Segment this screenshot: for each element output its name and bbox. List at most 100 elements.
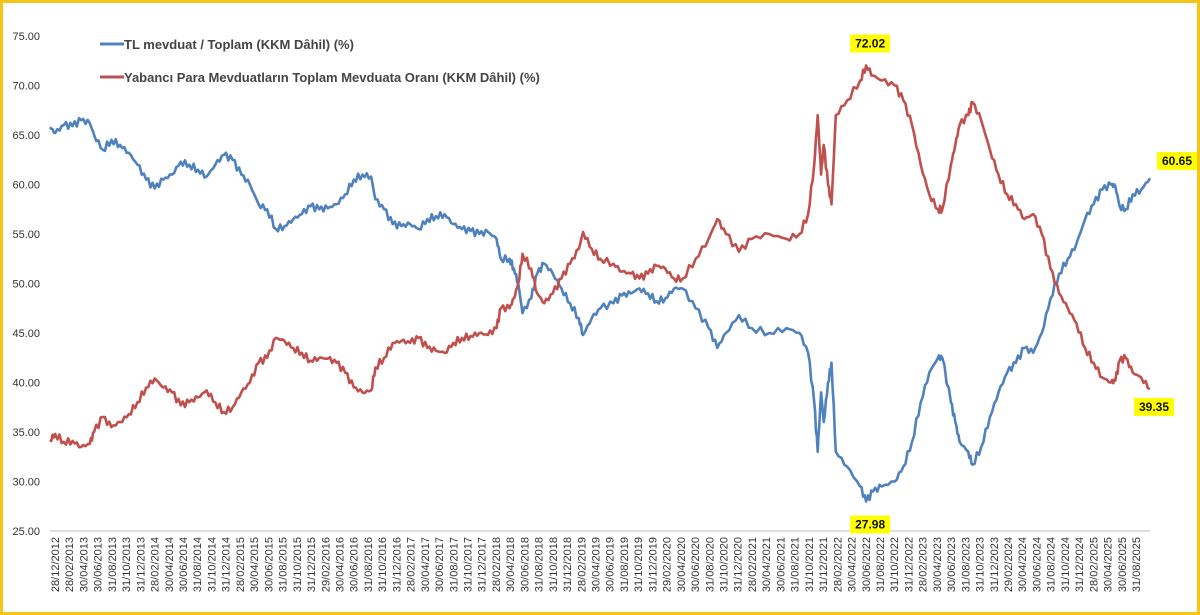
x-tick-label: 31/12/2019 (647, 537, 659, 592)
x-tick-label: 28/02/2021 (747, 537, 759, 592)
x-tick-label: 31/08/2025 (1131, 537, 1143, 592)
callout-box (1134, 397, 1174, 416)
x-tick-label: 30/06/2020 (690, 537, 702, 592)
x-tick-label: 31/10/2019 (633, 537, 645, 592)
y-tick-label: 55.00 (12, 229, 40, 241)
legend-label-tl: TL mevduat / Toplam (KKM Dâhil) (%) (124, 37, 354, 52)
x-tick-label: 31/10/2023 (975, 537, 987, 592)
callout-label: 39.35 (1139, 400, 1169, 414)
x-tick-label: 30/04/2022 (847, 537, 859, 592)
x-tick-label: 31/10/2018 (548, 537, 560, 592)
callout-label: 60.65 (1162, 154, 1192, 168)
x-tick-label: 31/12/2024 (1074, 537, 1086, 592)
x-tick-label: 31/12/2020 (733, 537, 745, 592)
callout-box (850, 34, 891, 53)
y-tick-label: 70.00 (12, 81, 40, 93)
y-tick-label: 65.00 (12, 130, 40, 142)
x-tick-label: 31/08/2021 (790, 537, 802, 592)
x-tick-label: 31/12/2013 (135, 537, 147, 592)
x-tick-label: 28/12/2012 (50, 537, 62, 592)
x-tick-label: 31/10/2024 (1060, 537, 1072, 592)
x-tick-label: 28/02/2018 (491, 537, 503, 592)
x-tick-label: 30/04/2025 (1103, 537, 1115, 592)
x-tick-label: 31/08/2020 (704, 537, 716, 592)
x-tick-label: 30/06/2025 (1117, 537, 1129, 592)
x-tick-label: 29/02/2024 (1003, 537, 1015, 592)
x-tick-label: 30/04/2021 (761, 537, 773, 592)
x-tick-label: 31/08/2024 (1046, 537, 1058, 592)
x-tick-label: 31/12/2017 (477, 537, 489, 592)
series-lines (48, 64, 1152, 503)
x-tick-label: 28/02/2014 (150, 537, 162, 592)
x-tick-label: 30/04/2013 (78, 537, 90, 592)
y-axis-ticks: 25.00 30.00 35.00 40.00 45.00 50.00 55.00 60.00… (12, 31, 40, 538)
x-tick-label: 30/06/2022 (861, 537, 873, 592)
x-tick-label: 28/02/2017 (406, 537, 418, 592)
x-tick-label: 28/02/2022 (832, 537, 844, 592)
x-tick-label: 30/04/2024 (1017, 537, 1029, 592)
x-tick-label: 30/04/2017 (420, 537, 432, 592)
x-tick-label: 31/10/2016 (377, 537, 389, 592)
x-tick-label: 31/08/2013 (107, 537, 119, 592)
x-tick-label: 31/12/2022 (903, 537, 915, 592)
x-tick-label: 31/08/2014 (192, 537, 204, 592)
x-tick-label: 31/08/2015 (278, 537, 290, 592)
series-line-yp (49, 64, 1151, 449)
x-tick-label: 30/06/2024 (1031, 537, 1043, 592)
x-tick-label: 28/02/2025 (1088, 537, 1100, 592)
y-tick-label: 75.00 (12, 31, 40, 43)
y-tick-label: 40.00 (12, 378, 40, 390)
x-tick-label: 31/10/2021 (804, 537, 816, 592)
x-tick-label: 29/02/2016 (320, 537, 332, 592)
x-tick-label: 31/10/2013 (121, 537, 133, 592)
x-tick-label: 30/06/2023 (946, 537, 958, 592)
legend: TL mevduat / Toplam (KKM Dâhil) (%) Yaba… (100, 37, 540, 85)
y-tick-label: 30.00 (12, 477, 40, 489)
x-tick-label: 31/08/2017 (448, 537, 460, 592)
x-tick-label: 30/04/2023 (932, 537, 944, 592)
x-tick-label: 30/04/2019 (591, 537, 603, 592)
x-tick-label: 28/02/2019 (576, 537, 588, 592)
x-tick-label: 30/04/2018 (505, 537, 517, 592)
x-tick-label: 30/06/2014 (178, 537, 190, 592)
x-tick-label: 31/10/2020 (719, 537, 731, 592)
x-tick-label: 31/12/2014 (221, 537, 233, 592)
x-tick-label: 31/08/2016 (363, 537, 375, 592)
y-tick-label: 35.00 (12, 427, 40, 439)
x-tick-label: 30/06/2016 (349, 537, 361, 592)
series-line-tl (48, 116, 1152, 503)
x-tick-label: 31/08/2023 (960, 537, 972, 592)
legend-label-yp: Yabancı Para Mevduatların Toplam Mevduat… (124, 70, 540, 85)
callout-label: 72.02 (855, 37, 885, 51)
x-tick-label: 29/02/2020 (662, 537, 674, 592)
x-tick-label: 28/02/2015 (235, 537, 247, 592)
x-tick-label: 30/06/2018 (519, 537, 531, 592)
x-tick-label: 30/04/2014 (164, 537, 176, 592)
x-tick-label: 31/12/2018 (562, 537, 574, 592)
x-tick-label: 30/06/2015 (263, 537, 275, 592)
x-tick-label: 31/12/2015 (306, 537, 318, 592)
x-tick-label: 31/10/2017 (462, 537, 474, 592)
y-tick-label: 60.00 (12, 180, 40, 192)
y-tick-label: 50.00 (12, 279, 40, 291)
callout-box (1157, 152, 1197, 171)
x-tick-label: 31/10/2015 (292, 537, 304, 592)
x-tick-label: 30/06/2017 (434, 537, 446, 592)
callouts: 72.02 27.98 60.65 39.35 (850, 34, 1197, 534)
x-tick-label: 28/02/2023 (918, 537, 930, 592)
x-tick-label: 30/06/2013 (93, 537, 105, 592)
x-tick-label: 31/10/2022 (889, 537, 901, 592)
x-axis-ticks: 28/12/2012 28/02/2013 30/04/2013 30/06/2013… (50, 537, 1143, 592)
y-tick-label: 25.00 (12, 526, 40, 538)
x-tick-label: 31/12/2023 (989, 537, 1001, 592)
x-tick-label: 30/04/2020 (676, 537, 688, 592)
callout-label: 27.98 (855, 517, 885, 531)
x-tick-label: 30/06/2019 (605, 537, 617, 592)
y-tick-label: 45.00 (12, 328, 40, 340)
x-tick-label: 31/10/2014 (206, 537, 218, 592)
x-tick-label: 31/08/2018 (534, 537, 546, 592)
callout-box (850, 515, 891, 534)
x-tick-label: 31/12/2016 (391, 537, 403, 592)
x-tick-label: 30/04/2015 (249, 537, 261, 592)
